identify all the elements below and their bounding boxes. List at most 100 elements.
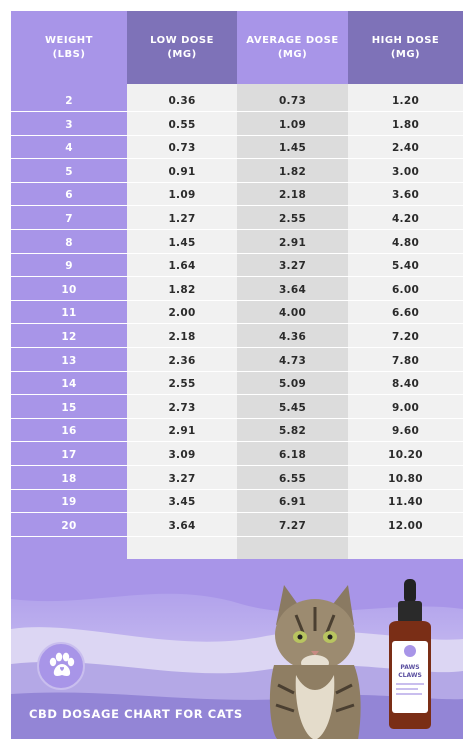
weight-cell: 18 (61, 472, 77, 485)
table-row: 3 0.55 1.09 1.80 (11, 115, 463, 139)
weight-cell: 9 (65, 260, 73, 273)
table-row: 10 1.82 3.64 6.00 (11, 280, 463, 304)
average-dose-cell: 2.18 (278, 189, 307, 202)
high-dose-cell: 3.00 (391, 165, 420, 178)
average-dose-cell: 1.82 (278, 165, 307, 178)
low-dose-column (127, 84, 237, 559)
low-dose-cell: 3.64 (168, 519, 196, 532)
low-dose-cell: 1.45 (168, 236, 196, 249)
average-dose-cell: 2.55 (278, 212, 307, 225)
high-dose-cell: 11.40 (388, 496, 423, 509)
row-divider (11, 111, 463, 112)
weight-cell: 16 (61, 425, 77, 438)
high-dose-cell: 5.40 (391, 260, 420, 273)
row-divider (11, 512, 463, 514)
row-divider (11, 205, 463, 207)
table-row: 2 0.36 0.73 1.20 (11, 91, 463, 115)
low-dose-cell: 3.09 (168, 448, 196, 461)
cbd-bottle: PAWS CLAWS (389, 579, 431, 729)
table-row: 17 3.09 6.18 10.20 (11, 445, 463, 469)
average-dose-cell: 1.09 (278, 118, 307, 131)
average-dose-cell: 5.82 (278, 425, 307, 438)
header-average-dose: AVERAGE DOSE (MG) (237, 11, 348, 84)
row-divider (11, 346, 463, 348)
table-row: 18 3.27 6.55 10.80 (11, 469, 463, 493)
high-dose-cell: 2.40 (391, 142, 420, 155)
low-dose-cell: 0.73 (168, 142, 196, 155)
average-dose-cell: 7.27 (278, 519, 307, 532)
dosage-chart: WEIGHT (LBS) LOW DOSE (MG) AVERAGE DOSE (MG… (11, 11, 463, 739)
low-dose-cell: 0.55 (168, 118, 196, 131)
table-row: 15 2.73 5.45 9.00 (11, 398, 463, 422)
low-dose-cell: 3.45 (168, 496, 196, 509)
table-row: 11 2.00 4.00 6.60 (11, 303, 463, 327)
low-dose-cell: 1.09 (168, 189, 196, 202)
weight-cell: 20 (61, 519, 77, 532)
table-row: 9 1.64 3.27 5.40 (11, 256, 463, 280)
low-dose-cell: 1.27 (168, 212, 196, 225)
brand-text-paws: PAWS (400, 664, 419, 671)
weight-cell: 7 (65, 212, 73, 225)
low-dose-cell: 2.73 (168, 401, 196, 414)
weight-cell: 8 (65, 236, 73, 249)
weight-cell: 19 (61, 496, 77, 509)
weight-cell: 5 (65, 165, 73, 178)
average-dose-cell: 4.73 (278, 354, 307, 367)
paw-badge (37, 642, 85, 690)
high-dose-cell: 6.00 (391, 283, 420, 296)
brand-text-claws: CLAWS (398, 672, 422, 679)
table-body: 2 0.36 0.73 1.20 3 0.55 1.09 1.80 4 0.73 1.45 2.40 5… (11, 91, 463, 539)
table-row: 14 2.55 5.09 8.40 (11, 374, 463, 398)
high-dose-cell: 12.00 (388, 519, 423, 532)
weight-cell: 13 (61, 354, 77, 367)
high-dose-cell: 7.20 (391, 330, 420, 343)
header-low-dose: LOW DOSE (MG) (127, 11, 237, 84)
high-dose-cell: 10.20 (388, 448, 423, 461)
table-row: 5 0.91 1.82 3.00 (11, 162, 463, 186)
high-dose-cell: 10.80 (388, 472, 423, 485)
weight-cell: 3 (65, 118, 73, 131)
row-divider (11, 370, 463, 372)
high-dose-cell: 3.60 (391, 189, 420, 202)
row-divider (11, 323, 463, 325)
weight-cell: 2 (65, 95, 73, 107)
row-divider (11, 158, 463, 160)
header-high-dose: HIGH DOSE (MG) (348, 11, 463, 84)
table-row: 20 3.64 7.27 12.00 (11, 516, 463, 540)
table-row: 7 1.27 2.55 4.20 (11, 209, 463, 233)
average-dose-cell: 3.27 (278, 260, 307, 273)
high-dose-cell: 9.60 (391, 425, 420, 438)
chart-caption: CBD DOSAGE CHART FOR CATS (29, 707, 243, 721)
weight-cell: 17 (61, 448, 77, 461)
row-divider (11, 535, 463, 537)
average-dose-cell: 1.45 (278, 142, 307, 155)
average-dose-cell: 6.55 (278, 472, 307, 485)
table-row: 16 2.91 5.82 9.60 (11, 421, 463, 445)
cat-photo (269, 585, 361, 739)
high-dose-cell: 1.80 (391, 118, 420, 131)
row-divider (11, 252, 463, 254)
weight-cell: 10 (61, 283, 77, 296)
row-divider (11, 181, 463, 183)
high-dose-cell: 6.60 (391, 307, 420, 320)
low-dose-cell: 2.36 (168, 354, 196, 367)
weight-cell: 6 (65, 189, 73, 202)
high-dose-cell: 8.40 (391, 378, 420, 391)
average-dose-cell: 4.00 (278, 307, 307, 320)
high-dose-cell: 7.80 (391, 354, 420, 367)
row-divider (11, 441, 463, 443)
table-row: 12 2.18 4.36 7.20 (11, 327, 463, 351)
footer: CBD DOSAGE CHART FOR CATS PAWS CLAWS (11, 559, 463, 739)
high-dose-column (348, 84, 463, 559)
low-dose-cell: 2.91 (168, 425, 196, 438)
weight-cell: 4 (65, 142, 73, 155)
row-divider (11, 134, 463, 136)
average-dose-cell: 6.91 (278, 496, 307, 509)
weight-cell: 14 (61, 378, 77, 391)
average-dose-cell: 5.09 (278, 378, 307, 391)
low-dose-cell: 1.82 (168, 283, 196, 296)
high-dose-cell: 4.80 (391, 236, 420, 249)
average-dose-cell: 3.64 (278, 283, 307, 296)
low-dose-cell: 2.00 (168, 307, 196, 320)
row-divider (11, 417, 463, 419)
